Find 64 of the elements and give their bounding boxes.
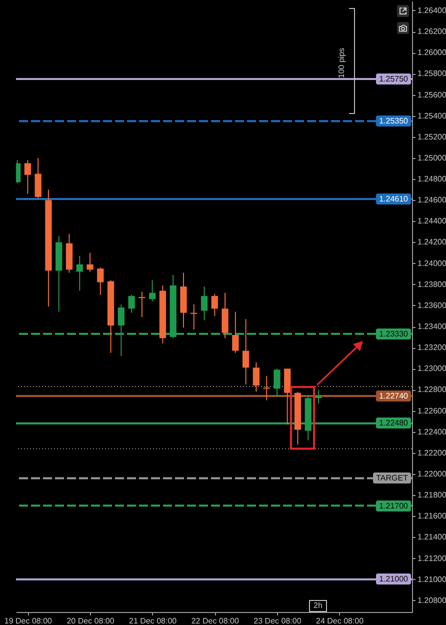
ref-line-label: 1.21700 [376,500,411,512]
candlestick [128,294,135,314]
y-tick-label: 1.23800 [418,280,446,289]
candlestick [76,255,83,292]
y-tick-label: 1.24600 [418,196,446,205]
y-tick-label: 1.24200 [418,238,446,247]
y-tick-label: 1.26200 [418,27,446,36]
annotation: 100 pips [337,46,347,80]
candlestick [86,252,94,272]
ref-line-label: 1.24610 [376,194,411,205]
candlestick [263,376,270,401]
y-tick-label: 1.21200 [418,554,446,563]
candlestick [211,293,218,316]
y-tick-label: 1.22000 [418,470,446,478]
ref-line-label: 1.21000 [376,574,411,585]
candlestick [252,362,260,392]
candlestick [232,311,239,354]
x-tick-label: 24 Dec 08:00 [316,616,364,625]
y-tick-label: 1.23000 [418,364,446,374]
y-tick-label: 1.26000 [418,48,446,58]
candlestick [274,368,280,398]
y-tick-label: 1.22400 [418,427,446,436]
y-tick-label: 1.24000 [418,258,446,268]
x-tick-label: 21 Dec 08:00 [129,616,178,625]
y-tick-label: 1.20800 [418,596,446,605]
y-tick-label: 1.24400 [418,216,446,226]
candlestick [24,160,32,194]
candlestick [118,304,124,357]
y-tick-label: 1.23600 [418,300,446,310]
y-tick-label: 1.22800 [418,385,446,394]
candlestick [97,267,104,296]
y-tick-label: 1.23400 [418,322,446,332]
y-tick-label: 1.22200 [418,448,446,458]
ref-line-label: 1.25350 [376,116,411,127]
candlestick [190,304,198,330]
candlestick [149,280,156,302]
y-tick-label: 1.21000 [418,574,446,584]
ref-line-label: 1.25750 [376,73,411,84]
ref-line-label: 1.23330 [376,328,411,340]
ref-line-label: 1.22480 [376,418,411,429]
x-tick-label: 19 Dec 08:00 [4,616,53,625]
candlestick [34,157,42,198]
y-tick-label: 1.25800 [418,69,446,78]
y-tick-label: 1.25600 [418,90,446,100]
y-tick-label: 1.21600 [418,512,446,521]
y-tick-label: 1.26400 [418,6,446,15]
ref-line-label: 1.22740 [376,390,411,402]
candlestick [242,318,250,385]
x-tick-label: 23 Dec 08:00 [254,616,302,625]
y-tick-label: 1.21800 [418,490,446,500]
x-tick-label: 20 Dec 08:00 [66,616,115,625]
y-tick-label: 1.23200 [418,343,446,352]
candlestick [200,286,208,321]
y-tick-label: 1.25400 [418,111,446,120]
y-tick-label: 1.24800 [418,174,446,184]
annotation: 2h [308,600,328,612]
y-tick-label: 1.25000 [418,153,446,162]
x-tick-label: 22 Dec 08:00 [191,616,240,625]
y-tick-label: 1.22600 [418,406,446,416]
y-tick-label: 1.21400 [418,532,446,542]
candlestick [315,389,322,404]
ref-line-label: TARGET [373,472,411,484]
y-tick-label: 1.25200 [418,132,446,142]
candlestick [138,291,146,318]
